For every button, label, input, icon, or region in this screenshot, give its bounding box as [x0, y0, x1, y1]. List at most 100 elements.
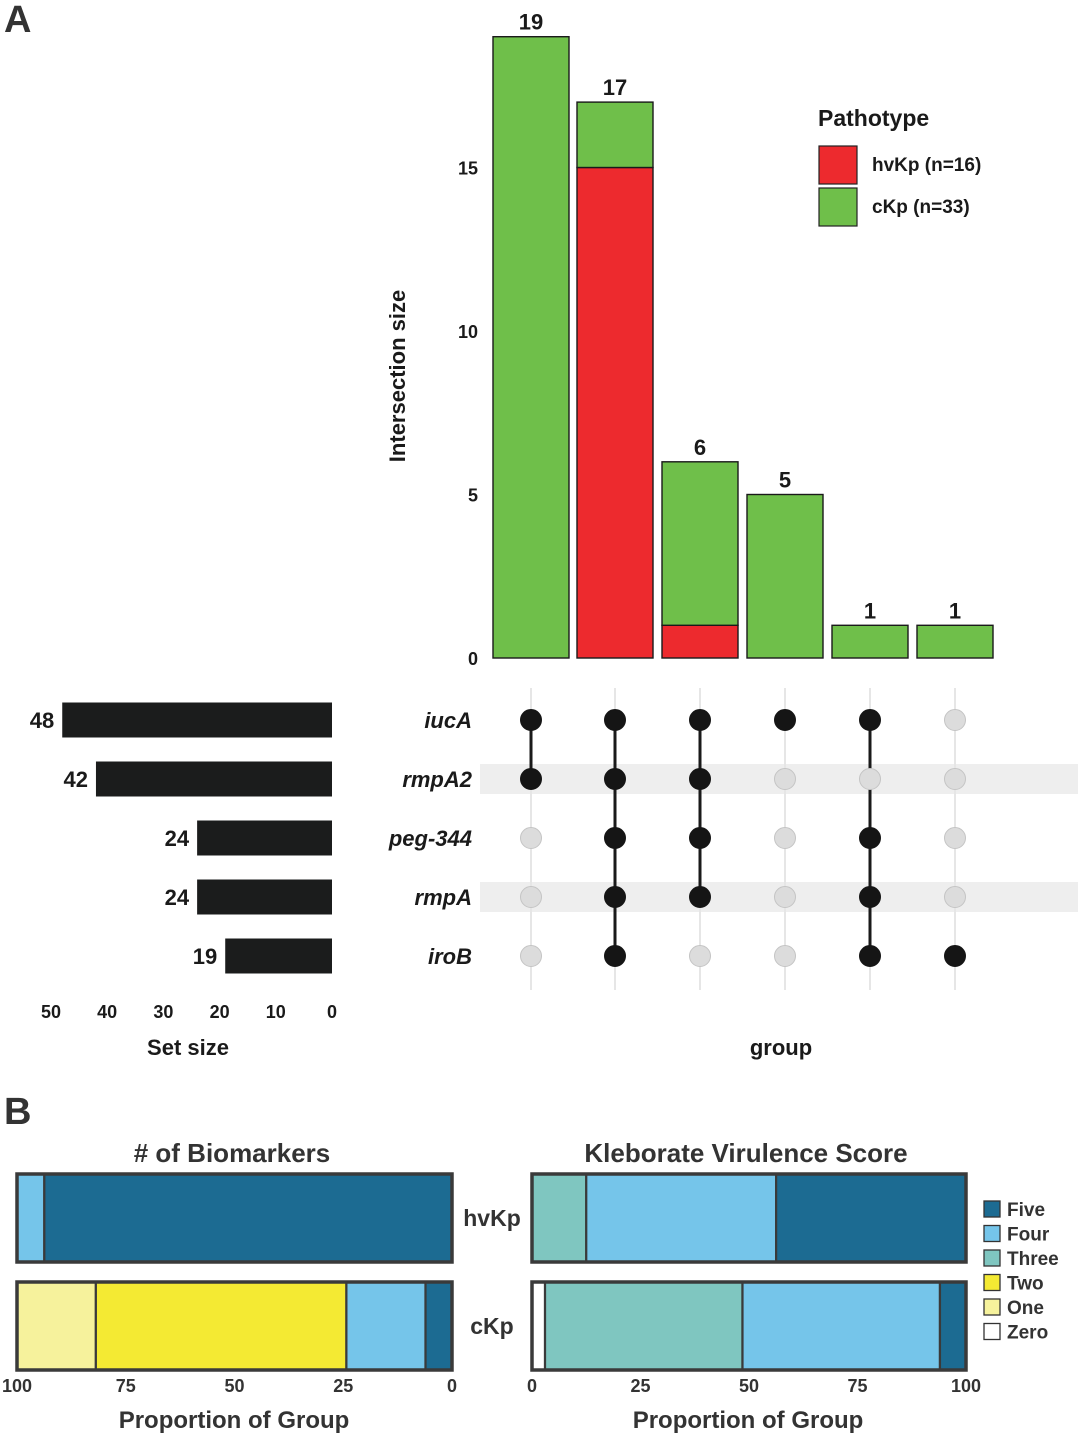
proportion-tick: 75	[847, 1376, 867, 1396]
set-name-label: iroB	[428, 944, 472, 969]
matrix-dot-active	[604, 945, 626, 967]
segment-hvKp-four	[15, 1172, 46, 1264]
matrix-dot-active	[604, 886, 626, 908]
proportion-tick: 0	[447, 1376, 457, 1396]
legend-label-two: Two	[1007, 1274, 1044, 1295]
matrix-dot-active	[604, 768, 626, 790]
proportion-tick: 25	[630, 1376, 650, 1396]
matrix-x-title: group	[750, 1035, 812, 1060]
bar-hvkp-2	[576, 166, 654, 659]
bar-ckp-1	[492, 36, 570, 659]
set-size-tick: 0	[327, 1002, 337, 1022]
set-size-bar	[95, 761, 333, 797]
segment-hvKp-three	[530, 1172, 588, 1264]
bar-total-label: 6	[694, 435, 706, 460]
intersection-y-title: Intersection size	[385, 290, 410, 462]
proportion-tick: 25	[333, 1376, 353, 1396]
proportion-tick: 0	[527, 1376, 537, 1396]
set-size-tick: 40	[97, 1002, 117, 1022]
matrix-dot-active	[604, 827, 626, 849]
bar-total-label: 17	[603, 75, 627, 100]
y-tick-label: 5	[468, 486, 478, 506]
legend-label-five: Five	[1007, 1200, 1045, 1221]
legend-label-ckp: cKp (n=33)	[872, 197, 970, 218]
biomarkers-chart: 100 75 50 25 0	[2, 1172, 457, 1396]
set-name-label: rmpA2	[402, 767, 472, 792]
set-size-chart: 48 42 24 24 19 50 40 30 20 10 0	[30, 702, 337, 1022]
segment-cKp-three	[543, 1280, 744, 1372]
matrix-dot-active	[689, 827, 711, 849]
matrix-dot-active	[520, 768, 542, 790]
matrix-dot-inactive	[944, 709, 966, 731]
matrix-dot-inactive	[520, 945, 542, 967]
set-size-bar	[225, 938, 332, 974]
virulence-title: Kleborate Virulence Score	[584, 1138, 907, 1168]
legend-title: Pathotype	[818, 105, 929, 131]
set-name-label: iucA	[424, 708, 472, 733]
matrix-dot-active	[859, 886, 881, 908]
bar-outline-cKp	[530, 1280, 968, 1372]
biomarkers-title: # of Biomarkers	[134, 1138, 331, 1168]
matrix-dot-inactive	[520, 827, 542, 849]
set-size-bar	[197, 879, 332, 915]
panel-label-a: A	[4, 0, 31, 41]
legend-label-three: Three	[1007, 1249, 1059, 1270]
virulence-chart: 0 25 50 75 100	[527, 1172, 981, 1396]
legend-swatch-zero	[983, 1322, 1001, 1341]
proportion-tick: 100	[2, 1376, 32, 1396]
bar-ckp-2	[576, 101, 654, 169]
pathotype-legend: Pathotype hvKp (n=16) cKp (n=33)	[818, 105, 981, 227]
set-size-label: 24	[165, 826, 190, 851]
set-size-label: 48	[30, 708, 54, 733]
set-size-bar	[197, 820, 332, 856]
set-size-tick: 30	[153, 1002, 173, 1022]
segment-hvKp-four	[585, 1172, 778, 1264]
matrix-dot-active	[859, 709, 881, 731]
proportion-tick: 75	[116, 1376, 136, 1396]
matrix-dot-inactive	[774, 886, 796, 908]
matrix-dot-inactive	[774, 945, 796, 967]
virulence-x-title: Proportion of Group	[633, 1407, 864, 1434]
intersection-chart: 0 5 10 15 19 17 6 5 1 1	[458, 10, 994, 669]
bar-total-label: 1	[864, 598, 876, 623]
segment-cKp-five	[938, 1280, 968, 1372]
legend-swatch-one	[983, 1298, 1001, 1316]
matrix-dot-inactive	[944, 827, 966, 849]
matrix-dot-inactive	[689, 945, 711, 967]
bar-outline-cKp	[15, 1280, 454, 1372]
legend-swatch-hvkp	[818, 145, 858, 185]
matrix-dot-active	[689, 886, 711, 908]
matrix-dot-inactive	[944, 886, 966, 908]
segment-cKp-two	[94, 1280, 348, 1372]
set-size-label: 24	[165, 885, 190, 910]
bar-ckp-6	[916, 624, 994, 659]
set-size-tick: 50	[41, 1002, 61, 1022]
bar-ckp-3	[661, 461, 739, 626]
legend-swatch-two	[983, 1273, 1001, 1292]
bar-hvkp-3	[661, 624, 739, 659]
intersection-matrix: iucA rmpA2 peg-344 rmpA iroB	[388, 688, 1078, 990]
matrix-dot-active	[604, 709, 626, 731]
bar-total-label: 1	[949, 598, 961, 623]
segment-hvKp-five	[775, 1172, 968, 1264]
matrix-dot-inactive	[774, 768, 796, 790]
segment-cKp-one	[15, 1280, 97, 1372]
bar-ckp-5	[831, 624, 909, 659]
legend-label-zero: Zero	[1007, 1323, 1048, 1344]
legend-label-four: Four	[1007, 1225, 1050, 1246]
matrix-dot-inactive	[859, 768, 881, 790]
y-tick-label: 10	[458, 322, 478, 342]
matrix-dot-inactive	[520, 886, 542, 908]
segment-cKp-four	[345, 1280, 427, 1372]
matrix-dot-active	[774, 709, 796, 731]
set-name-label: rmpA	[415, 885, 472, 910]
proportion-tick: 50	[224, 1376, 244, 1396]
matrix-dot-inactive	[944, 768, 966, 790]
set-size-bar	[62, 702, 333, 738]
segment-cKp-zero	[530, 1280, 547, 1372]
segment-hvKp-five	[43, 1172, 454, 1264]
proportion-tick: 100	[951, 1376, 981, 1396]
matrix-dot-active	[689, 768, 711, 790]
legend-swatch-five	[983, 1200, 1001, 1218]
